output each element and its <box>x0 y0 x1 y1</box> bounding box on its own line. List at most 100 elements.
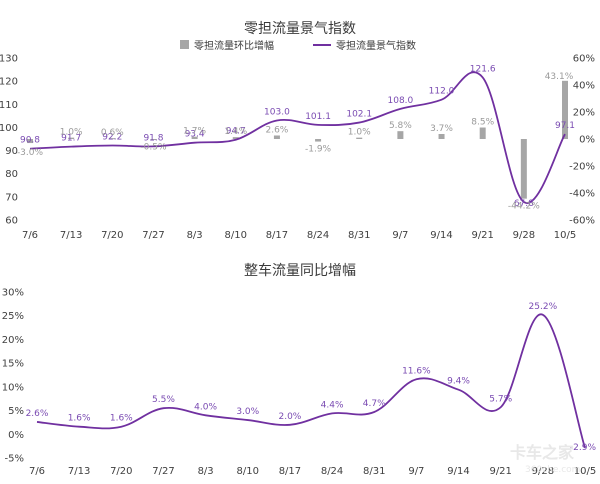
x-tick-label: 9/28 <box>513 230 535 241</box>
chart-1-data-labels: 90.8 91.7 92.2 91.8 93.4 94.7 103.0 101.1 102.1 1… <box>17 64 575 211</box>
bar-mom-change <box>397 131 404 139</box>
bar-mom-change <box>273 135 280 139</box>
x-tick-label: 8/24 <box>321 466 343 477</box>
bar-mom-change <box>438 134 445 139</box>
index-data-label: 108.0 <box>388 96 414 106</box>
y-tick-label: 15% <box>2 359 24 370</box>
y-tick-label: 30% <box>2 288 24 299</box>
yoy-data-label: 2.6% <box>26 409 49 419</box>
y-left-tick-label: 120 <box>0 77 18 88</box>
index-data-label: 112.0 <box>429 87 455 97</box>
y-tick-label: 10% <box>2 382 24 393</box>
line-yoy-series <box>36 313 586 449</box>
chart-1-x-axis: 7/6 7/13 7/20 7/27 8/3 8/10 8/17 8/24 8/31 9/7 9/1… <box>22 230 576 241</box>
x-tick-label: 7/13 <box>60 230 82 241</box>
yoy-data-label: 1.6% <box>68 414 91 424</box>
index-data-label: 91.8 <box>143 133 163 143</box>
y-tick-label: -5% <box>5 454 24 465</box>
x-tick-label: 8/17 <box>266 230 288 241</box>
y-left-tick-label: 90 <box>5 146 18 157</box>
y-tick-label: 20% <box>2 335 24 346</box>
mom-data-label: 5.8% <box>389 121 412 131</box>
bar-mom-change <box>232 137 239 139</box>
yoy-data-label: 5.7% <box>489 394 512 404</box>
legend-line-label: 零担流量景气指数 <box>336 39 416 52</box>
x-tick-label: 8/10 <box>237 466 259 477</box>
yoy-data-label: 5.5% <box>152 395 175 405</box>
index-data-label: 91.7 <box>61 134 81 144</box>
bar-mom-change <box>191 136 198 139</box>
index-data-label: 92.2 <box>102 132 122 142</box>
chart-2-line-series <box>36 313 586 449</box>
index-data-label: 102.1 <box>346 110 372 120</box>
index-data-label: 67.8 <box>514 199 534 209</box>
y-left-tick-label: 80 <box>5 169 18 180</box>
x-tick-label: 7/20 <box>101 230 123 241</box>
mom-data-label: 2.6% <box>265 125 288 135</box>
watermark-url: 360che.com <box>525 465 580 475</box>
y-right-tick-label: -40% <box>569 189 595 200</box>
mom-data-label: -3.0% <box>17 148 44 158</box>
x-tick-label: 9/14 <box>430 230 452 241</box>
y-right-tick-label: 40% <box>573 81 595 92</box>
mom-data-label: 1.0% <box>348 128 371 138</box>
index-data-label: 93.4 <box>185 130 205 140</box>
chart-1: 零担流量景气指数 零担流量环比增幅 零担流量景气指数 60 70 80 90 100 11… <box>0 21 595 241</box>
index-data-label: 90.8 <box>20 136 40 146</box>
y-tick-label: 25% <box>2 311 24 322</box>
x-tick-label: 8/10 <box>225 230 247 241</box>
watermark-text: 卡车之家 <box>510 443 575 462</box>
chart-1-title: 零担流量景气指数 <box>244 21 356 37</box>
chart-1-line-series <box>29 71 566 204</box>
legend-bar-swatch <box>180 40 189 49</box>
mom-data-label: 8.5% <box>471 118 494 128</box>
x-tick-label: 8/17 <box>279 466 301 477</box>
index-data-label: 97.1 <box>555 121 575 131</box>
chart-1-legend: 零担流量环比增幅 零担流量景气指数 <box>180 39 416 52</box>
y-left-tick-label: 70 <box>5 192 18 203</box>
chart-1-y-axis-left: 60 70 80 90 100 110 120 130 <box>0 54 18 227</box>
x-tick-label: 9/7 <box>392 230 408 241</box>
yoy-data-label: 1.6% <box>110 414 133 424</box>
bar-mom-change <box>109 138 116 140</box>
yoy-data-label: 9.4% <box>447 377 470 387</box>
y-left-tick-label: 100 <box>0 123 18 134</box>
mom-data-label: -0.5% <box>140 143 167 153</box>
bar-mom-change <box>27 139 33 144</box>
chart-2-title: 整车流量同比增幅 <box>244 262 356 279</box>
yoy-data-label: 11.6% <box>402 366 431 376</box>
x-tick-label: 7/6 <box>29 466 45 477</box>
mom-data-label: 43.1% <box>545 72 574 82</box>
mom-data-label: 0.6% <box>101 128 124 138</box>
y-right-tick-label: -20% <box>569 162 595 173</box>
y-left-tick-label: 130 <box>0 54 18 65</box>
index-data-label: 121.6 <box>470 64 496 74</box>
line-index-series <box>29 71 566 204</box>
x-tick-label: 9/28 <box>532 466 554 477</box>
x-tick-label: 10/5 <box>574 466 596 477</box>
x-tick-label: 7/20 <box>110 466 132 477</box>
mom-data-label: 3.7% <box>430 124 453 134</box>
yoy-data-label: 4.0% <box>194 402 217 412</box>
x-tick-label: 10/5 <box>554 230 576 241</box>
index-data-label: 101.1 <box>305 112 331 122</box>
x-tick-label: 9/7 <box>408 466 424 477</box>
bar-mom-change <box>479 127 486 139</box>
yoy-data-label: -2.9% <box>570 443 597 453</box>
yoy-data-label: 3.0% <box>236 407 259 417</box>
yoy-data-label: 2.0% <box>278 412 301 422</box>
y-tick-label: 5% <box>8 406 24 417</box>
chart-2-x-axis: 7/6 7/13 7/20 7/27 8/3 8/10 8/17 8/24 8/31 9/7 9/1… <box>29 466 596 477</box>
yoy-data-label: 4.7% <box>363 399 386 409</box>
x-tick-label: 7/6 <box>22 230 38 241</box>
x-tick-label: 7/27 <box>152 466 174 477</box>
x-tick-label: 8/24 <box>307 230 329 241</box>
watermark: 卡车之家 360che.com <box>510 443 580 475</box>
bar-mom-change <box>562 80 568 139</box>
chart-1-bars <box>27 80 568 199</box>
bar-mom-change <box>520 139 527 199</box>
y-left-tick-label: 60 <box>5 216 18 227</box>
x-tick-label: 8/3 <box>187 230 203 241</box>
